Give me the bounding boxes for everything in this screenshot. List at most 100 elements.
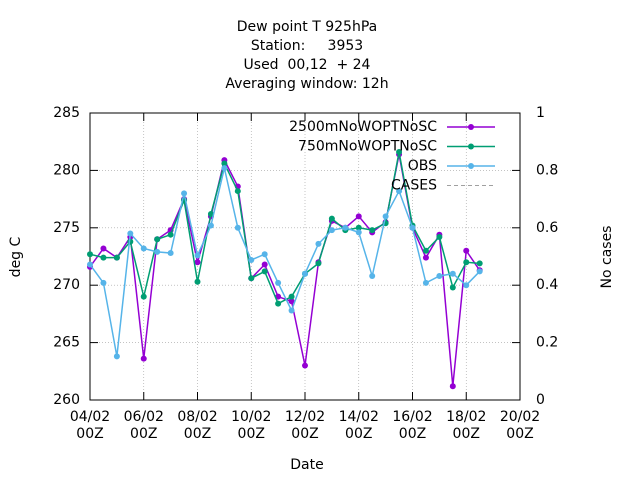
series-point [396, 149, 403, 156]
series-point [234, 224, 241, 231]
series-line [89, 154, 481, 387]
series-point [463, 282, 470, 289]
series-point [275, 279, 282, 286]
x-tick-label: 08/02 00Z [177, 409, 218, 442]
series-point [315, 240, 322, 247]
series-point [194, 252, 201, 259]
y-tick-label: 270 [53, 277, 80, 293]
y2-tick-label: 0 [536, 392, 545, 408]
y2-tick-label: 0.8 [536, 162, 558, 178]
x-tick-label: 04/02 00Z [69, 409, 111, 442]
series-point [302, 270, 308, 277]
series-point [100, 279, 107, 286]
y2-tick-label: 0.2 [536, 335, 558, 351]
series-point [422, 254, 429, 261]
series-point [167, 250, 174, 257]
x-tick-label: 12/02 00Z [284, 409, 326, 442]
series-point [369, 273, 376, 280]
legend-marker [468, 163, 474, 169]
legend-label: OBS [408, 158, 437, 174]
y-tick-label: 265 [53, 335, 80, 351]
series-point [476, 260, 483, 267]
series-point [288, 307, 295, 314]
series-point [261, 268, 268, 275]
series-point [355, 213, 362, 220]
legend-label: 2500mNoWOPTNoSC [289, 119, 437, 135]
series-point [288, 298, 295, 305]
series-point [87, 261, 93, 268]
y-axis-label: deg C [8, 236, 24, 277]
series-point [221, 165, 228, 172]
series-point [100, 245, 107, 252]
series-point [315, 260, 322, 267]
series-point [248, 275, 255, 282]
series-point [302, 362, 308, 369]
series-point [449, 270, 456, 277]
series-point [261, 261, 268, 268]
series-point [342, 224, 349, 231]
y-tick-label: 275 [53, 220, 80, 236]
series-point [275, 300, 282, 307]
series-point [422, 279, 429, 286]
series-point [100, 254, 107, 261]
x-tick-label: 16/02 00Z [392, 409, 433, 442]
x-tick-label: 14/02 00Z [338, 409, 379, 442]
series-point [127, 230, 134, 237]
series-point [328, 215, 335, 222]
series-point [382, 213, 389, 220]
chart-title: Averaging window: 12h [225, 76, 388, 92]
legend-label: CASES [391, 178, 437, 194]
series-point [369, 227, 376, 234]
x-axis-label: Date [290, 457, 323, 473]
series-point [355, 224, 362, 231]
series-point [194, 278, 201, 285]
y-tick-label: 285 [53, 105, 80, 121]
legend-label: 750mNoWOPTNoSC [298, 139, 437, 155]
series-point [140, 355, 147, 362]
chart-title: Dew point T 925hPa [237, 19, 377, 35]
y-tick-label: 280 [53, 162, 80, 178]
series-point [113, 353, 120, 360]
series-point [463, 247, 470, 254]
y2-tick-label: 0.6 [536, 220, 558, 236]
x-tick-label: 18/02 00Z [446, 409, 487, 442]
series-point [140, 245, 147, 252]
series-point [181, 190, 188, 197]
series-point [355, 229, 362, 236]
series-point [422, 247, 429, 254]
series-point [154, 248, 161, 255]
series-point [396, 188, 403, 195]
x-tick-label: 06/02 00Z [123, 409, 164, 442]
y2-tick-label: 0.4 [536, 277, 558, 293]
series-point [113, 254, 120, 261]
legend-marker [468, 124, 474, 130]
series-point [207, 222, 214, 229]
series-point [409, 224, 416, 231]
series-point [234, 188, 241, 195]
series-point [436, 233, 443, 240]
y2-axis-label: No cases [599, 226, 615, 289]
series-point [140, 293, 147, 300]
series-point [154, 236, 161, 243]
series-point [167, 231, 174, 238]
series-point [288, 293, 295, 300]
series-point [207, 211, 214, 218]
y2-tick-label: 1 [536, 105, 545, 121]
x-tick-label: 10/02 00Z [231, 409, 272, 442]
y-tick-label: 260 [53, 392, 80, 408]
series-point [221, 160, 228, 167]
series-point [87, 251, 93, 258]
legend-marker [468, 143, 474, 150]
series-point [248, 256, 255, 263]
series-point [194, 259, 201, 266]
series-point [261, 251, 268, 258]
series-line [89, 167, 481, 357]
series-point [449, 383, 456, 390]
series-point [449, 284, 456, 291]
series-point [476, 268, 483, 275]
series-point [463, 259, 470, 266]
chart-title: Station: 3953 [251, 38, 363, 54]
chart-title: Used 00,12 + 24 [244, 57, 371, 73]
